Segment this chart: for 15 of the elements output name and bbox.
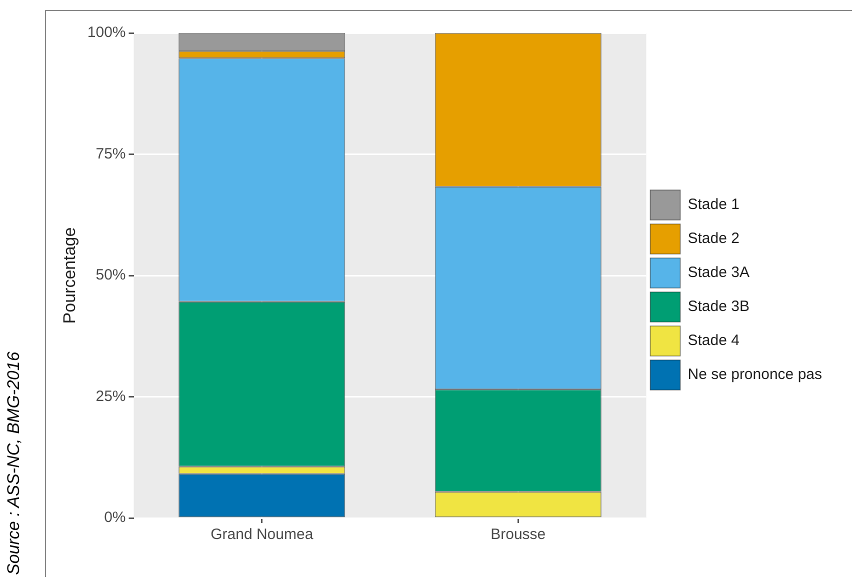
y-tick-label: 25% (96, 388, 126, 405)
legend-label: Stade 1 (688, 196, 740, 214)
x-tick-label: Grand Noumea (210, 526, 314, 544)
y-tick-label: 100% (87, 24, 126, 42)
legend-label: Ne se prononce pas (688, 366, 822, 384)
legend-label: Stade 3B (688, 298, 750, 316)
legend-label: Stade 3A (688, 264, 750, 282)
x-tick-label: Brousse (490, 526, 546, 544)
y-axis-title: Pourcentage (60, 227, 79, 324)
y-tick-label: 0% (104, 509, 126, 526)
legend-label: Stade 4 (688, 332, 740, 350)
source-note: Source : ASS-NC, BMG-2016 (4, 350, 24, 575)
legend-label: Stade 2 (688, 230, 740, 248)
y-tick-label: 75% (96, 145, 126, 162)
y-tick-label: 50% (96, 266, 126, 284)
